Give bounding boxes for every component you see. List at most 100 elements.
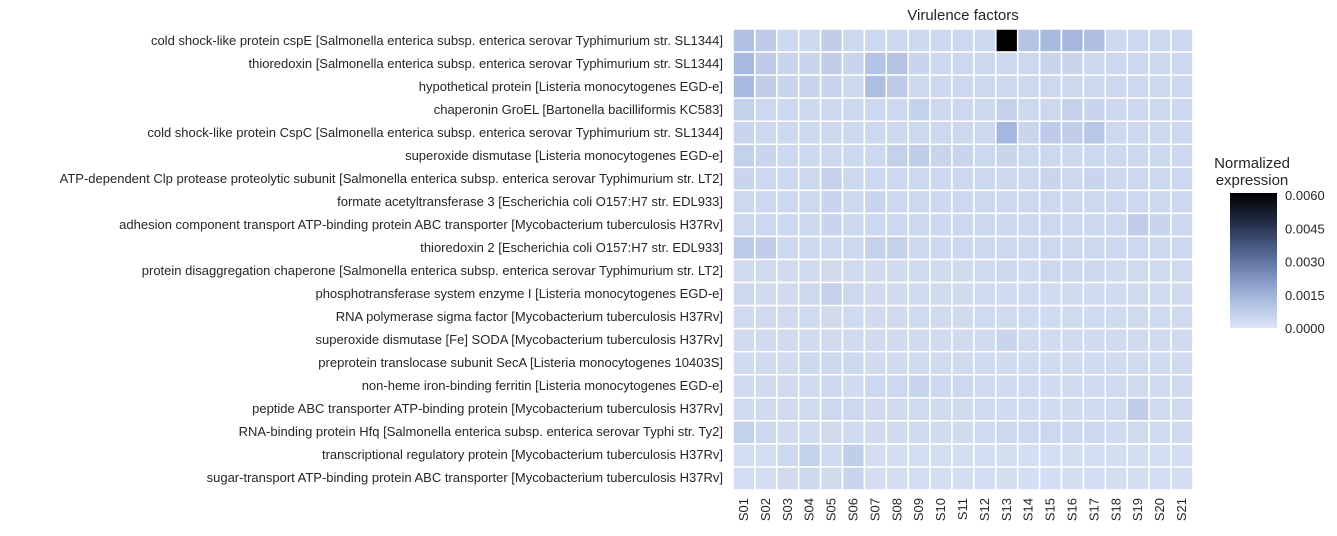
heatmap-cell xyxy=(819,212,844,238)
heatmap-cell xyxy=(1016,28,1041,53)
heatmap-cell xyxy=(819,166,844,192)
heatmap-cell xyxy=(732,420,756,445)
heatmap-cell xyxy=(929,304,953,330)
heatmap-cell xyxy=(754,235,778,261)
heatmap-cell xyxy=(1016,420,1041,445)
heatmap-cell xyxy=(1038,258,1063,284)
column-label: S12 xyxy=(977,498,992,521)
heatmap-cell xyxy=(1148,374,1172,399)
heatmap-cell xyxy=(951,166,975,192)
column-label: S17 xyxy=(1086,498,1101,521)
heatmap-cell xyxy=(841,74,866,99)
heatmap-cell xyxy=(863,166,888,192)
heatmap-cell xyxy=(951,51,975,76)
heatmap-cell xyxy=(1104,97,1128,122)
heatmap-cell xyxy=(973,304,997,330)
heatmap-cell xyxy=(1104,143,1128,169)
heatmap-cell xyxy=(1104,327,1128,353)
heatmap-cell xyxy=(797,166,822,192)
heatmap-cell xyxy=(907,466,931,491)
heatmap-cell xyxy=(1016,397,1041,422)
heatmap-cell xyxy=(863,374,888,399)
row-label: RNA-binding protein Hfq [Salmonella ente… xyxy=(238,424,723,440)
heatmap-cell xyxy=(951,28,975,53)
heatmap-cell xyxy=(732,143,756,169)
heatmap-cell xyxy=(1082,281,1107,307)
heatmap-cell xyxy=(863,420,888,445)
heatmap-cell xyxy=(1104,74,1128,99)
heatmap-cell xyxy=(1038,97,1063,122)
heatmap-cell xyxy=(732,212,756,238)
heatmap-cell xyxy=(995,143,1019,169)
heatmap-cell xyxy=(1148,143,1172,169)
heatmap-cell xyxy=(1104,28,1128,53)
heatmap-cell xyxy=(1060,143,1085,169)
heatmap-cell xyxy=(732,443,756,468)
heatmap-cell xyxy=(754,443,778,468)
heatmap-cell xyxy=(929,143,953,169)
heatmap-cell xyxy=(907,420,931,445)
heatmap-cell xyxy=(1038,374,1063,399)
heatmap-cell xyxy=(754,189,778,215)
heatmap-cell xyxy=(907,235,931,261)
heatmap-cell xyxy=(995,281,1019,307)
column-label: S05 xyxy=(824,498,839,521)
heatmap-cell xyxy=(885,143,909,169)
heatmap-cell xyxy=(885,304,909,330)
colorbar-tick-label: 0.0030 xyxy=(1285,255,1325,270)
heatmap-cell xyxy=(1060,74,1085,99)
heatmap-cell xyxy=(907,97,931,122)
heatmap-cell xyxy=(1016,466,1041,491)
heatmap-cell xyxy=(995,212,1019,238)
column-label: S03 xyxy=(780,498,795,521)
heatmap-cell xyxy=(797,374,822,399)
heatmap-cell xyxy=(1016,327,1041,353)
heatmap-cell xyxy=(973,281,997,307)
heatmap-cell xyxy=(885,212,909,238)
heatmap-cell xyxy=(732,166,756,192)
heatmap-cell xyxy=(863,212,888,238)
heatmap-cell xyxy=(885,397,909,422)
heatmap-cell xyxy=(754,258,778,284)
heatmap-cell xyxy=(1082,212,1107,238)
row-label: cold shock-like protein cspE [Salmonella… xyxy=(150,32,723,48)
heatmap-cell xyxy=(1082,166,1107,192)
heatmap-cell xyxy=(1104,120,1128,145)
row-label: hypothetical protein [Listeria monocytog… xyxy=(418,78,723,94)
column-label: S07 xyxy=(867,498,882,521)
column-label: S06 xyxy=(845,498,860,521)
heatmap-cell xyxy=(1060,420,1085,445)
heatmap-cell xyxy=(929,120,953,145)
heatmap-cell xyxy=(754,51,778,76)
heatmap-cell xyxy=(1170,120,1194,145)
heatmap-cell xyxy=(1170,235,1194,261)
heatmap-cell xyxy=(951,97,975,122)
heatmap-cell xyxy=(1016,51,1041,76)
heatmap-cell xyxy=(841,143,866,169)
heatmap-cell xyxy=(1038,166,1063,192)
heatmap-cell xyxy=(776,443,800,468)
heatmap-cell xyxy=(1126,466,1150,491)
heatmap-cell xyxy=(776,235,800,261)
heatmap-cell xyxy=(973,235,997,261)
heatmap-cell xyxy=(885,374,909,399)
row-label: sugar-transport ATP-binding protein ABC … xyxy=(206,470,723,486)
heatmap-cell xyxy=(973,327,997,353)
heatmap-cell xyxy=(995,189,1019,215)
heatmap-cell xyxy=(951,235,975,261)
heatmap-cell xyxy=(929,466,953,491)
heatmap-cell xyxy=(1170,74,1194,99)
heatmap-cell xyxy=(819,304,844,330)
heatmap-cell xyxy=(1038,51,1063,76)
heatmap-cell xyxy=(1148,281,1172,307)
heatmap-cell xyxy=(929,28,953,53)
heatmap-cell xyxy=(841,466,866,491)
heatmap-cell xyxy=(1016,120,1041,145)
heatmap-cell xyxy=(951,327,975,353)
heatmap-cell xyxy=(1148,420,1172,445)
heatmap-cell xyxy=(1016,350,1041,376)
heatmap-cell xyxy=(776,281,800,307)
heatmap-cell xyxy=(1148,212,1172,238)
heatmap-cell xyxy=(907,189,931,215)
heatmap-cell xyxy=(973,143,997,169)
